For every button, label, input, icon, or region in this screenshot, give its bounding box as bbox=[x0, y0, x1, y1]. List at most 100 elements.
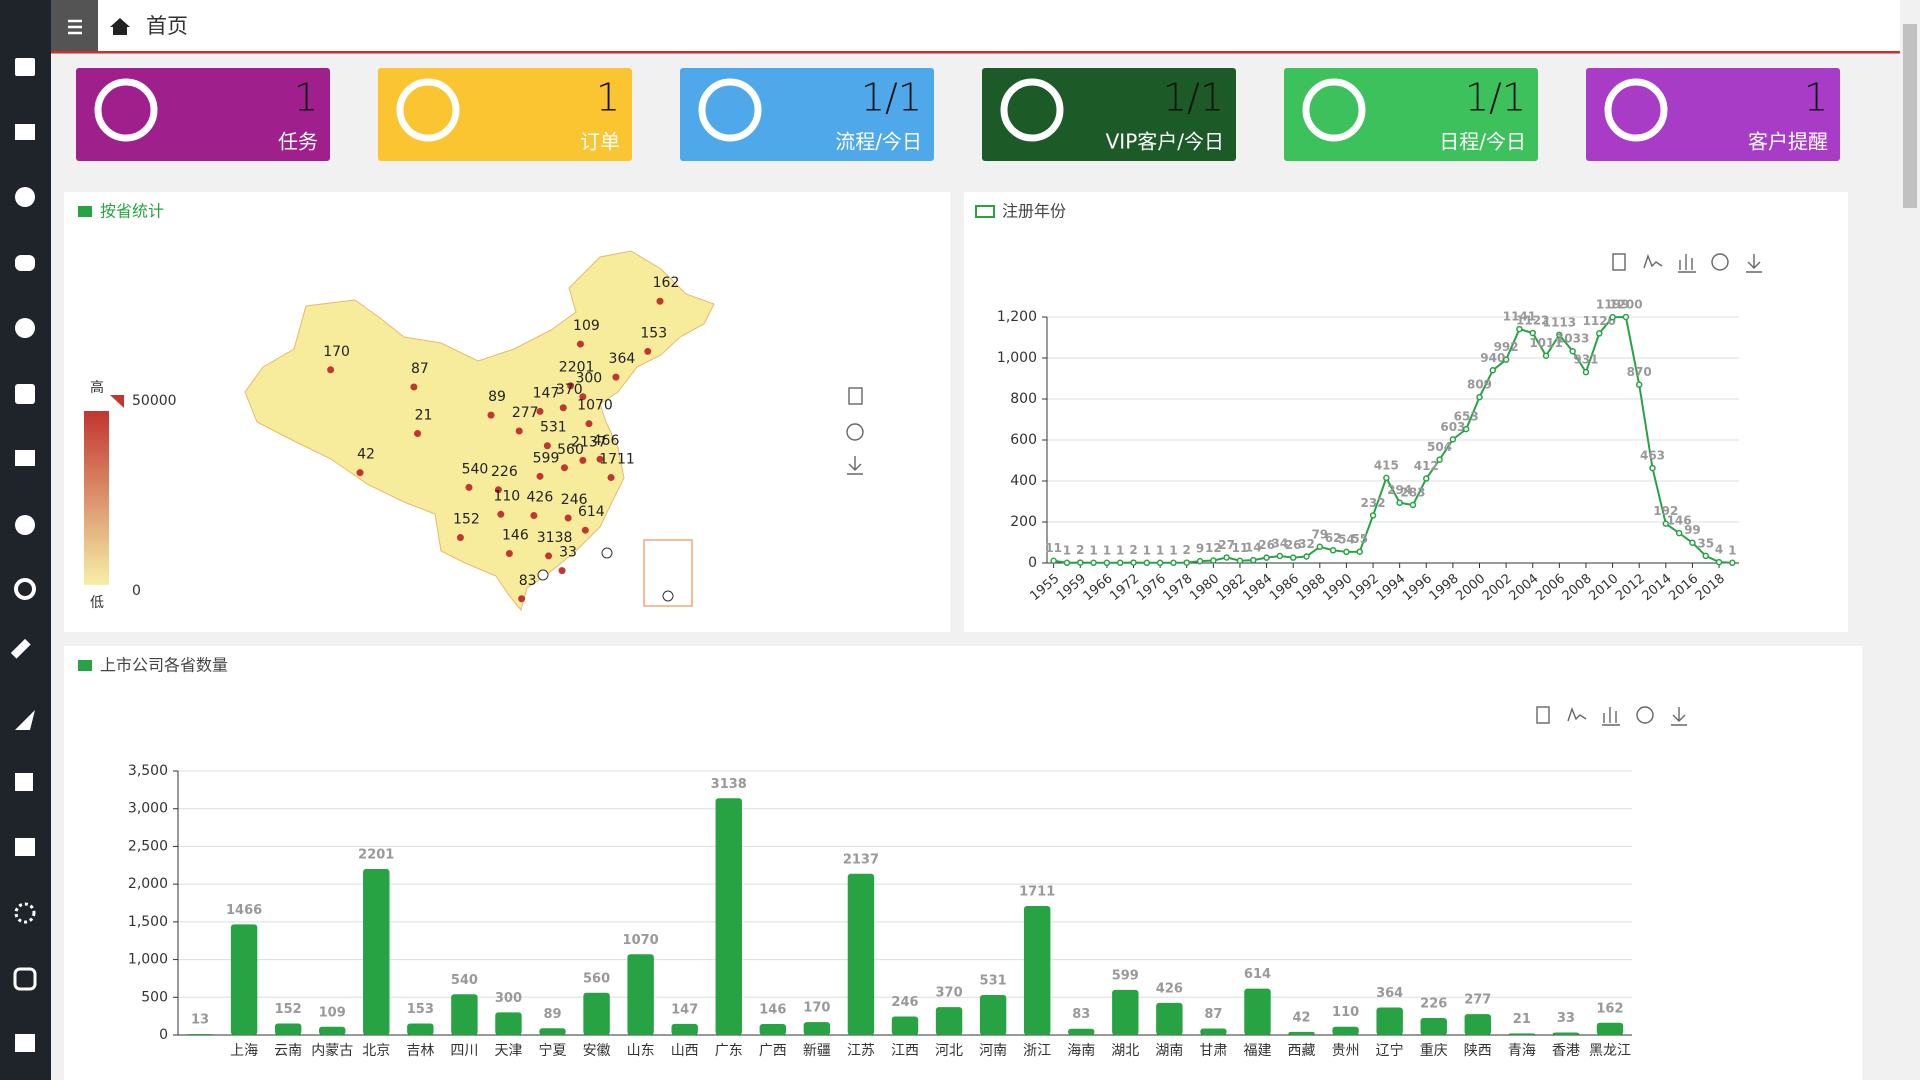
value-label: 42 bbox=[1292, 1010, 1310, 1025]
map-point bbox=[656, 297, 664, 305]
tool-icon[interactable] bbox=[1567, 706, 1587, 722]
icon[interactable] bbox=[15, 58, 35, 76]
y-tick-label: 3,000 bbox=[128, 801, 168, 817]
x-tick-label: 甘肃 bbox=[1199, 1043, 1227, 1059]
x-tick-label: 山西 bbox=[671, 1043, 699, 1059]
bar bbox=[1068, 1028, 1095, 1035]
value-label: 599 bbox=[1112, 968, 1139, 983]
bar bbox=[186, 1034, 214, 1035]
x-tick-label: 广西 bbox=[759, 1043, 787, 1059]
map-point bbox=[465, 483, 473, 491]
icon[interactable] bbox=[14, 902, 36, 924]
bar bbox=[803, 1022, 831, 1035]
point bbox=[1635, 381, 1643, 388]
map-point bbox=[567, 382, 575, 390]
value-label: 992 bbox=[1494, 340, 1519, 354]
value-label: 89 bbox=[543, 1007, 561, 1022]
icon[interactable] bbox=[15, 124, 35, 140]
icon[interactable] bbox=[15, 255, 35, 271]
y-tick-label: 400 bbox=[1010, 473, 1037, 489]
map-label: 246 bbox=[561, 492, 588, 508]
value-label: 300 bbox=[495, 991, 522, 1006]
scrollbar-thumb[interactable] bbox=[1903, 24, 1917, 208]
icon[interactable] bbox=[15, 450, 35, 466]
tool-icon[interactable] bbox=[1612, 253, 1626, 271]
tool-icon[interactable] bbox=[1671, 707, 1687, 726]
value-label: 1 bbox=[1116, 543, 1124, 557]
icon[interactable] bbox=[15, 515, 35, 535]
map-point bbox=[560, 464, 568, 472]
bar bbox=[230, 924, 258, 1035]
icon[interactable] bbox=[14, 578, 36, 600]
tool-icon[interactable] bbox=[1678, 254, 1696, 273]
scrollbar bbox=[1900, 0, 1920, 1080]
map-label: 560 bbox=[557, 442, 584, 458]
tool-icon[interactable] bbox=[1636, 706, 1654, 724]
point bbox=[1090, 559, 1097, 567]
home-icon[interactable] bbox=[110, 18, 130, 35]
tool-icon[interactable] bbox=[1643, 253, 1663, 269]
bar bbox=[451, 994, 478, 1035]
map-toolbox bbox=[846, 387, 864, 475]
tool-icon[interactable] bbox=[847, 456, 863, 475]
title-icon bbox=[78, 206, 92, 217]
value-label: 9 bbox=[1196, 542, 1204, 556]
card-value: 1/1 bbox=[1163, 76, 1224, 120]
point bbox=[1063, 559, 1071, 567]
tool-icon[interactable] bbox=[848, 387, 863, 405]
value-label: 463 bbox=[1640, 449, 1665, 463]
value-label: 147 bbox=[671, 1002, 698, 1017]
point bbox=[1409, 501, 1417, 509]
icon[interactable] bbox=[15, 773, 33, 791]
tool-icon[interactable] bbox=[1746, 254, 1762, 273]
tool-icon[interactable] bbox=[1536, 706, 1550, 724]
icon[interactable] bbox=[15, 318, 35, 338]
value-label: 11 bbox=[1232, 541, 1249, 555]
point bbox=[1343, 548, 1350, 556]
x-tick-label: 上海 bbox=[230, 1043, 258, 1059]
bar bbox=[1596, 1022, 1624, 1035]
card-value: 1/1 bbox=[1465, 76, 1526, 120]
y-tick-label: 1,000 bbox=[997, 350, 1037, 366]
value-label: 1466 bbox=[226, 903, 262, 918]
point bbox=[1223, 554, 1230, 561]
title-icon bbox=[78, 660, 92, 671]
header-title[interactable]: 首页 bbox=[146, 14, 188, 38]
y-tick-label: 200 bbox=[1010, 514, 1037, 530]
point bbox=[1316, 543, 1324, 551]
bar bbox=[627, 954, 654, 1035]
bar bbox=[1288, 1031, 1315, 1035]
map-point bbox=[612, 373, 620, 381]
value-label: 2 bbox=[1183, 543, 1191, 557]
bar bbox=[363, 868, 390, 1035]
value-label: 426 bbox=[1156, 981, 1183, 996]
map-point bbox=[518, 595, 526, 603]
x-tick-label: 贵州 bbox=[1332, 1043, 1360, 1059]
value-label: 12 bbox=[1205, 541, 1222, 555]
icon[interactable] bbox=[15, 187, 35, 207]
icon[interactable] bbox=[13, 967, 37, 991]
value-label: 603 bbox=[1440, 420, 1465, 434]
icon[interactable] bbox=[10, 638, 31, 659]
value-label: 226 bbox=[1420, 996, 1447, 1011]
point bbox=[1329, 547, 1337, 554]
tool-icon[interactable] bbox=[846, 423, 864, 441]
tool-icon[interactable] bbox=[1711, 253, 1729, 271]
south-sea-inset bbox=[643, 539, 693, 607]
value-label: 1199 bbox=[1596, 298, 1629, 312]
card-icon bbox=[396, 78, 460, 142]
x-tick-label: 辽宁 bbox=[1376, 1042, 1404, 1059]
value-label: 79 bbox=[1311, 527, 1328, 541]
icon[interactable] bbox=[15, 710, 35, 730]
icon[interactable] bbox=[15, 838, 35, 856]
value-label: 1711 bbox=[1019, 884, 1055, 899]
x-tick-label: 河北 bbox=[935, 1043, 963, 1059]
value-label: 33 bbox=[1557, 1011, 1575, 1026]
card-icon bbox=[698, 78, 762, 142]
value-label: 162 bbox=[1596, 1001, 1623, 1016]
icon[interactable] bbox=[15, 384, 35, 404]
map-label: 370 bbox=[556, 382, 583, 398]
tool-icon[interactable] bbox=[1602, 707, 1620, 726]
icon[interactable] bbox=[15, 1034, 35, 1052]
